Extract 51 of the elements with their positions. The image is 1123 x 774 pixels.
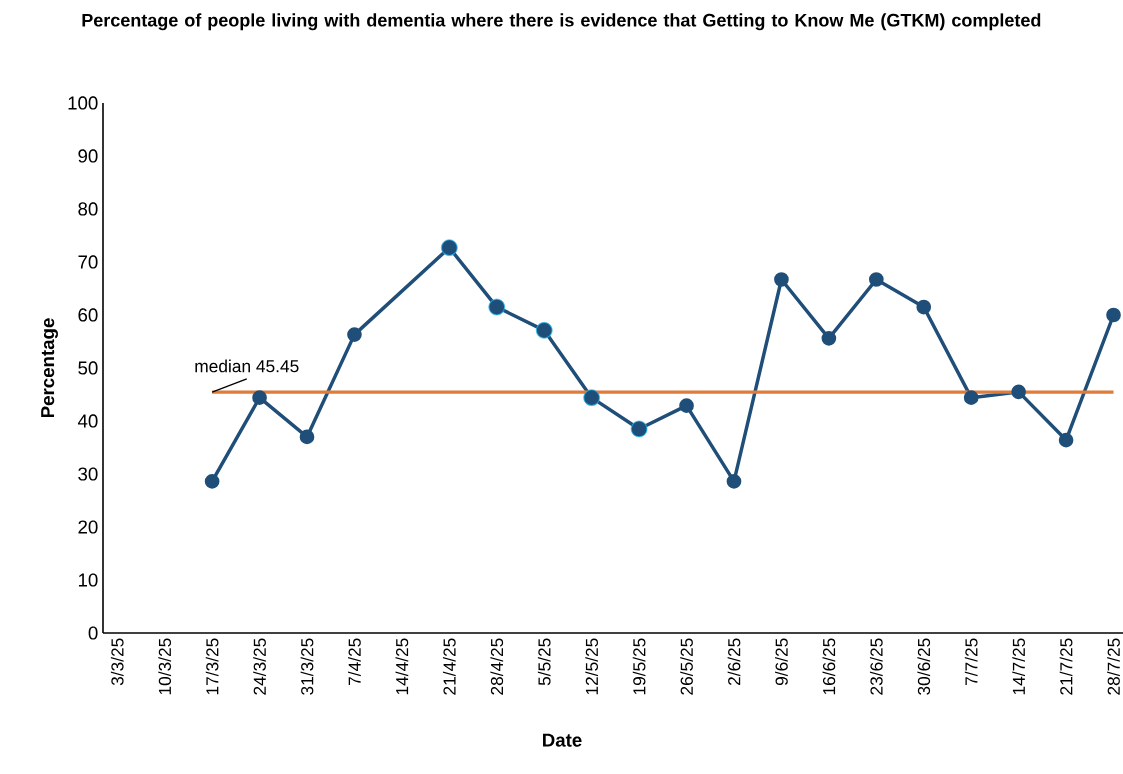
y-tick-label: 0 [88,626,98,640]
point [1106,307,1121,323]
x-tick-label: 7/4/25 [348,638,361,685]
point [774,272,789,287]
x-tick-label: 26/5/25 [680,638,693,695]
x-tick-label: 28/7/25 [1107,638,1120,695]
y-tick-label: 100 [68,96,98,110]
x-tick-label: 21/7/25 [1059,638,1073,695]
y-tick-label: 10 [78,573,98,587]
x-tick-label: 3/3/25 [110,638,124,686]
point [1058,432,1074,448]
x-tick-label: 28/4/25 [490,638,504,695]
x-tick-label: 16/6/25 [822,638,836,695]
point [679,398,694,413]
x-tick-label: 21/4/25 [442,638,456,695]
point [1011,384,1026,400]
x-tick-label: 9/6/25 [775,638,788,686]
point [299,429,315,445]
y-tick-label: 30 [78,467,98,481]
point [347,327,362,342]
x-axis-title: Date [543,733,582,747]
point [726,474,742,489]
x-tick-label: 19/5/25 [632,638,646,695]
chart-title: Percentage of people living with dementia where there is evidence that Getting to Know Me (GTKM) completed [82,13,1041,31]
y-tick-label: 20 [78,520,98,534]
x-tick-label: 7/7/25 [964,638,978,685]
y-axis-title: Percentage [41,318,58,418]
point [868,272,884,287]
point [916,299,932,315]
point [821,330,837,346]
x-tick-label: 14/4/25 [395,638,409,695]
x-tick-label: 24/3/25 [253,638,266,695]
point [963,390,979,406]
x-tick-label: 17/3/25 [205,638,219,695]
annotation: median 45.45 [195,359,299,373]
point [204,474,220,489]
x-tick-label: 10/3/25 [158,638,172,695]
y-tick-label: 90 [78,149,98,163]
x-tick-label: 2/6/25 [727,638,741,686]
y-tick-label: 70 [78,255,98,269]
y-tick-label: 40 [77,414,98,428]
x-tick-label: 23/6/25 [869,638,883,695]
y-tick-label: 80 [78,202,98,216]
y-tick-label: 50 [78,361,98,375]
y-tick-label: 60 [78,308,98,322]
x-tick-label: 12/5/25 [585,638,599,695]
point [252,390,267,406]
x-tick-label: 31/3/25 [300,638,314,695]
x-tick-label: 30/6/25 [917,638,931,695]
x-tick-label: 14/7/25 [1012,638,1025,695]
x-tick-label: 5/5/25 [537,638,551,686]
